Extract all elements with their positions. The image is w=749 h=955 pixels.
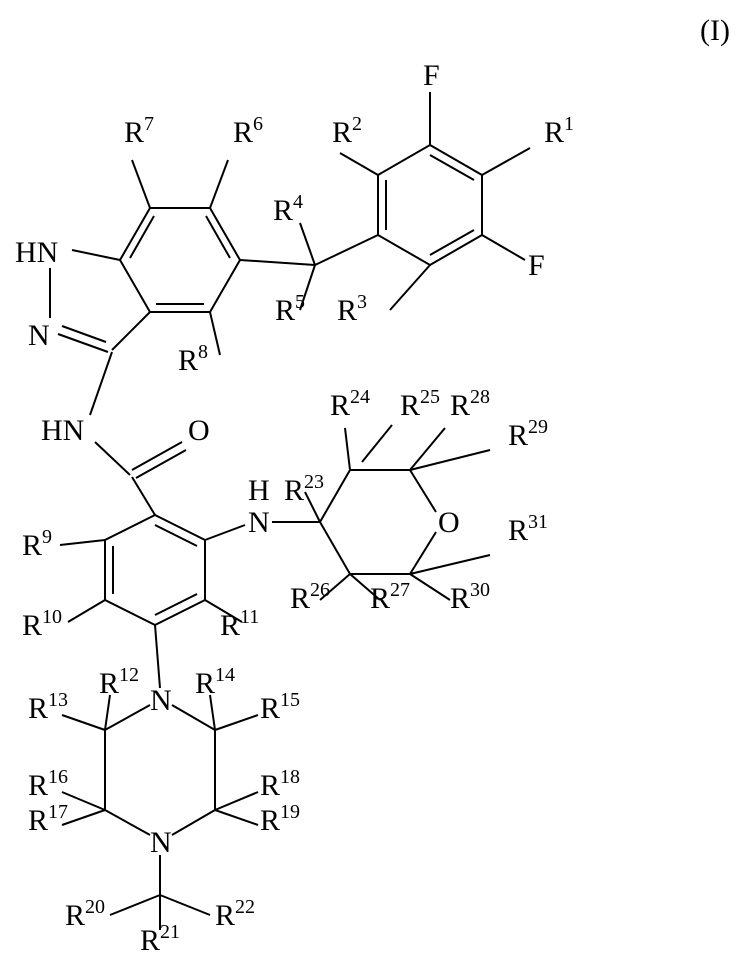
- r-group-R10: R10: [22, 606, 62, 642]
- central-benzene-ring: [105, 515, 205, 625]
- r-group-R9: R9: [22, 526, 52, 562]
- atom-N-pyrazole: N: [28, 319, 50, 352]
- atom-HN-amide: HN: [41, 414, 84, 447]
- formula-label: (I): [700, 14, 730, 47]
- atom-N-pip-bottom: N: [150, 826, 172, 859]
- r-group-R16: R16: [28, 766, 68, 802]
- r-group-R2: R2: [332, 113, 362, 149]
- r-group-R28: R28: [450, 386, 490, 422]
- r-group-R23: R23: [284, 471, 324, 507]
- r-group-R12: R12: [99, 664, 139, 700]
- atom-F-right: F: [528, 249, 545, 282]
- r-group-R27: R27: [370, 579, 410, 615]
- r-group-R5: R5: [275, 291, 305, 327]
- atom-H-amine: H: [248, 474, 270, 507]
- atom-N-pip-top: N: [150, 684, 172, 717]
- r-group-R18: R18: [260, 766, 300, 802]
- atom-O-thp: O: [438, 506, 460, 539]
- atom-HN-pyrazole: HN: [15, 236, 58, 269]
- r-group-R15: R15: [260, 689, 300, 725]
- r-group-R31: R31: [508, 511, 548, 547]
- indazole-benzene-ring: [120, 208, 240, 312]
- atom-F-top: F: [423, 59, 440, 92]
- r-group-R22: R22: [215, 896, 255, 932]
- r-group-R7: R7: [124, 113, 154, 149]
- fluoro-benzene-ring: [378, 145, 482, 265]
- thp-ring: [320, 470, 436, 574]
- r-group-R3: R3: [337, 291, 367, 327]
- r-group-R21: R21: [140, 921, 180, 955]
- chemical-structure-diagram: (I) F F: [0, 0, 749, 955]
- r-group-R1: R1: [544, 113, 574, 149]
- r-group-R8: R8: [178, 341, 208, 377]
- r-group-R14: R14: [195, 664, 235, 700]
- r-group-R26: R26: [290, 579, 330, 615]
- r-group-R6: R6: [233, 113, 263, 149]
- r-group-R11: R11: [220, 606, 259, 642]
- pyrazole-ring: [50, 250, 150, 352]
- r-group-R19: R19: [260, 801, 300, 837]
- r-group-R25: R25: [400, 386, 440, 422]
- r-group-R24: R24: [330, 386, 370, 422]
- r-group-R30: R30: [450, 579, 490, 615]
- r-group-R17: R17: [28, 801, 68, 837]
- r-group-R20: R20: [65, 896, 105, 932]
- r-group-R4: R4: [273, 191, 303, 227]
- atom-N-amine: N: [248, 506, 270, 539]
- atom-O-carbonyl: O: [188, 414, 210, 447]
- piperazine-ring: [105, 705, 215, 835]
- r-group-R29: R29: [508, 416, 548, 452]
- r-group-R13: R13: [28, 689, 68, 725]
